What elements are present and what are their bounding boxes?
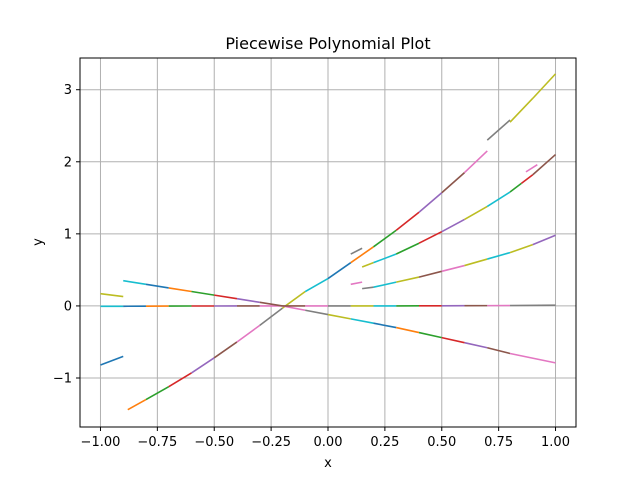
series-segment xyxy=(532,153,557,176)
series-segment xyxy=(304,277,329,293)
series-segment xyxy=(509,97,534,123)
x-tick-label: −1.00 xyxy=(81,435,121,450)
series-segment xyxy=(509,182,522,193)
series-segment xyxy=(213,341,238,359)
series-segment xyxy=(486,119,511,141)
x-axis-ticks: −1.00 −0.75 −0.50 −0.25 0.00 0.25 0.50 0.75 1.00 xyxy=(81,427,570,450)
y-tick-label: 2 xyxy=(64,155,72,170)
series-segment xyxy=(396,326,420,334)
series-segment xyxy=(464,258,488,267)
series-segment xyxy=(236,324,261,343)
series-segment xyxy=(373,253,397,264)
series-segment xyxy=(259,301,283,307)
series-segment xyxy=(441,336,465,344)
series-segment xyxy=(487,346,511,355)
y-axis-ticks: −1 0 1 2 3 xyxy=(53,83,80,386)
series-segment xyxy=(441,218,465,233)
series-segment xyxy=(509,352,556,364)
series-segment xyxy=(214,294,238,300)
series-segment xyxy=(100,355,124,366)
x-tick-label: 0.75 xyxy=(484,435,513,450)
grid-lines xyxy=(80,58,576,427)
series-segment xyxy=(464,341,488,349)
series-segment xyxy=(123,279,147,286)
series-segment xyxy=(418,270,442,278)
plot-area xyxy=(100,73,557,411)
series-segment xyxy=(418,331,442,339)
x-tick-label: 0.25 xyxy=(370,435,399,450)
series-segment xyxy=(486,191,511,208)
series-segment xyxy=(373,322,397,329)
series-segment xyxy=(168,372,192,388)
series-segment xyxy=(259,307,283,327)
chart-title: Piecewise Polynomial Plot xyxy=(225,34,430,53)
series-segment xyxy=(395,242,420,255)
series-segment xyxy=(350,281,363,286)
series-segment xyxy=(361,261,374,268)
series-segment xyxy=(350,246,374,264)
series-segment xyxy=(327,262,352,280)
x-tick-label: 1.00 xyxy=(541,435,570,450)
y-tick-label: −1 xyxy=(53,371,72,386)
series-segment xyxy=(520,174,534,185)
x-tick-label: 0.50 xyxy=(427,435,456,450)
series-segment xyxy=(362,286,374,290)
series-segment xyxy=(373,281,397,288)
series-segment xyxy=(532,73,557,99)
series-segment xyxy=(168,287,192,293)
y-tick-label: 3 xyxy=(64,83,72,98)
x-tick-label: −0.75 xyxy=(137,435,177,450)
series-segment xyxy=(395,211,420,231)
series-segment xyxy=(305,309,329,316)
y-tick-label: 0 xyxy=(64,299,72,314)
series-segment xyxy=(350,247,363,255)
y-tick-label: 1 xyxy=(64,227,72,242)
series-segment xyxy=(236,297,260,304)
series-segment xyxy=(463,150,488,174)
series-segment xyxy=(350,318,374,325)
series-segment xyxy=(191,290,215,296)
series-segment xyxy=(373,229,397,248)
series-segment xyxy=(509,243,534,254)
series-segment xyxy=(525,163,538,173)
series-segment xyxy=(464,205,488,221)
series-segment xyxy=(487,251,511,260)
series-segment xyxy=(532,234,556,246)
series-segment xyxy=(145,283,169,289)
series-segment xyxy=(418,230,443,244)
series-segment xyxy=(441,171,466,194)
series-segment xyxy=(191,357,215,374)
series-segment xyxy=(396,276,420,283)
x-tick-label: 0.00 xyxy=(314,435,343,450)
series-segment xyxy=(418,192,443,213)
x-axis-label: x xyxy=(324,456,332,471)
series-segment xyxy=(100,292,124,298)
series-segment xyxy=(441,264,465,273)
y-axis-label: y xyxy=(31,238,46,246)
series-segment xyxy=(145,385,170,401)
series-segment xyxy=(127,398,147,411)
x-tick-label: −0.25 xyxy=(251,435,291,450)
series-segment xyxy=(327,313,351,320)
x-tick-label: −0.50 xyxy=(194,435,234,450)
